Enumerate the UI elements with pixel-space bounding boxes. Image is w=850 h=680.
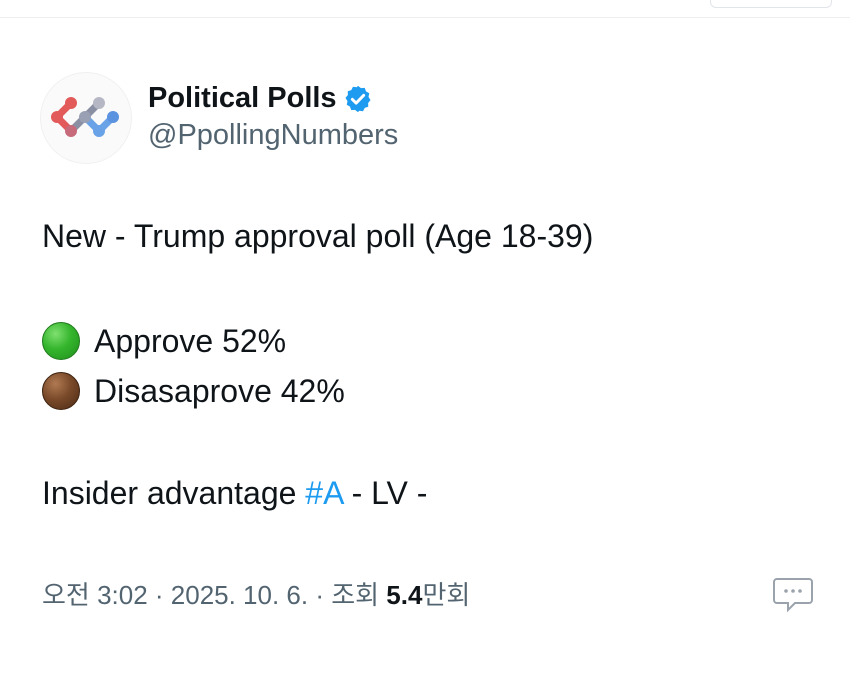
views-count: 5.4 [386,580,423,610]
tweet-text-line-1: New - Trump approval poll (Age 18-39) [42,218,594,254]
top-tab-edge [710,0,832,8]
source-suffix: - LV - [342,475,428,511]
hashtag-link[interactable]: #A [305,475,343,511]
tweet-meta: 오전 3:02 · 2025. 10. 6. · 조회 5.4만회 [42,575,470,612]
author-name[interactable]: Political Polls [148,82,373,115]
views-suffix: 만회 [422,580,471,610]
approve-line: Approve 52% [42,322,286,360]
top-divider [0,17,850,18]
author-name-text[interactable]: Political Polls [148,82,337,114]
timestamp-text[interactable]: 오전 3:02 · 2025. 10. 6. · 조회 [42,580,387,610]
disapprove-line: Disasaprove 42% [42,372,345,410]
avatar[interactable] [40,72,132,164]
verified-badge-icon [345,85,371,112]
brown-circle-icon [42,372,80,410]
comment-bubble-icon[interactable] [772,574,814,614]
molecule-logo-icon [51,97,119,137]
approve-label: Approve 52% [94,322,287,359]
tweet-text-line-4: Insider advantage #A - LV - [42,475,427,512]
green-circle-icon [42,322,80,360]
author-handle[interactable]: @PpollingNumbers [148,119,399,151]
disapprove-label: Disasaprove 42% [94,372,345,409]
source-text: Insider advantage [42,475,306,511]
